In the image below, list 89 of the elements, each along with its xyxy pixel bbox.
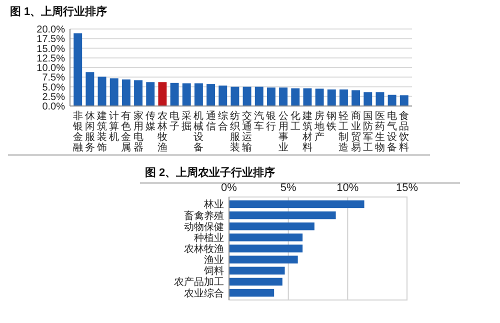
y-tick-label: 饲料 (203, 265, 224, 278)
y-tick-label: 林业 (203, 198, 224, 211)
bar (86, 72, 94, 106)
bar (229, 200, 364, 208)
bar (376, 92, 384, 106)
bar (364, 92, 372, 106)
x-tick-label: 通信 (206, 110, 216, 132)
bar (230, 86, 240, 106)
bar (229, 234, 303, 242)
x-tick-label: 计算机 (109, 110, 120, 143)
x-tick-label: 钢铁 (326, 111, 337, 132)
x-tick-label: 休闲服务 (84, 111, 95, 154)
bar (229, 266, 285, 275)
y-tick-label: 畜禽养殖 (184, 210, 224, 222)
x-tick-label: 5% (280, 182, 296, 194)
bar (352, 90, 360, 106)
x-tick-label: 轻工制造 (338, 110, 349, 154)
bar (229, 244, 303, 252)
x-tick-label: 10% (336, 182, 359, 194)
bar (229, 211, 336, 220)
x-tick-label: 公用事业 (278, 110, 288, 154)
y-tick-label: 2.5% (42, 92, 66, 103)
x-tick-label: 交通运输 (242, 110, 252, 154)
x-tick-label: 采掘 (182, 110, 192, 132)
bar (254, 86, 264, 106)
bar (229, 222, 314, 230)
y-tick-label: 20.0% (36, 24, 66, 36)
y-tick-label: 农产品加工 (174, 276, 224, 288)
bar (279, 88, 288, 106)
x-tick-label: 电气设备 (387, 110, 398, 154)
bar (218, 86, 228, 106)
bar (315, 88, 324, 106)
bar (74, 33, 82, 106)
x-tick-label: 房地产 (314, 110, 325, 143)
x-tick-label: 银行 (265, 111, 276, 132)
x-tick-label: 汽车 (254, 110, 264, 132)
bar (229, 256, 298, 264)
bar (291, 88, 300, 106)
bar (110, 78, 118, 106)
y-tick-label: 5.0% (42, 82, 66, 94)
bar (182, 83, 191, 106)
y-tick-label: 种植业 (194, 232, 224, 244)
bar (122, 79, 130, 106)
bar (206, 84, 216, 106)
bar (303, 88, 312, 106)
y-tick-label: 农林牧渔 (184, 243, 224, 255)
chart-title: 图 1、上周行业排序 (10, 5, 108, 18)
x-tick-label: 0% (221, 182, 238, 194)
bar (229, 288, 274, 297)
bar (388, 94, 396, 106)
x-tick-label: 家用电器 (133, 110, 144, 154)
y-tick-label: 15.0% (36, 44, 66, 55)
x-tick-label: 食品饮料 (398, 110, 410, 154)
x-tick-label: 建筑材料 (301, 110, 312, 154)
x-tick-label: 纺织服装 (230, 110, 240, 154)
x-tick-label: 国防军工 (362, 111, 373, 154)
x-tick-label: 农林牧渔 (156, 111, 168, 154)
x-tick-label: 建筑装饰 (96, 110, 108, 154)
bar (266, 88, 276, 106)
x-tick-label: 15% (396, 182, 418, 194)
x-tick-label: 商业贸易 (350, 110, 361, 154)
x-tick-label: 综合 (218, 110, 228, 132)
y-tick-label: 12.5% (36, 53, 66, 64)
y-tick-label: 10.0% (36, 63, 66, 74)
x-tick-label: 有色金属 (121, 110, 132, 154)
bar (98, 76, 106, 106)
bar (170, 82, 179, 106)
y-tick-label: 农业综合 (184, 287, 224, 300)
bar (194, 83, 203, 106)
y-tick-label: 7.5% (42, 72, 66, 84)
bar (158, 82, 167, 106)
x-tick-label: 电子 (170, 110, 180, 132)
bar (229, 278, 282, 286)
x-tick-label: 化工 (290, 110, 300, 132)
y-tick-label: 渔业 (204, 254, 224, 266)
y-tick-label: 动物保健 (184, 222, 224, 233)
bar (134, 80, 143, 106)
chart-title: 图 2、上周农业子行业排序 (145, 166, 276, 179)
bar (327, 89, 336, 106)
bar (242, 86, 252, 106)
x-tick-label: 传媒 (145, 111, 156, 132)
y-tick-label: 0.0% (42, 102, 66, 112)
x-tick-label: 医药生物 (374, 111, 385, 154)
bar (339, 89, 348, 106)
x-tick-label: 机械设备 (194, 110, 204, 154)
bar (146, 82, 155, 106)
x-tick-label: 非银金融 (72, 110, 83, 154)
y-tick-label: 17.5% (36, 34, 66, 46)
bar (400, 95, 408, 106)
